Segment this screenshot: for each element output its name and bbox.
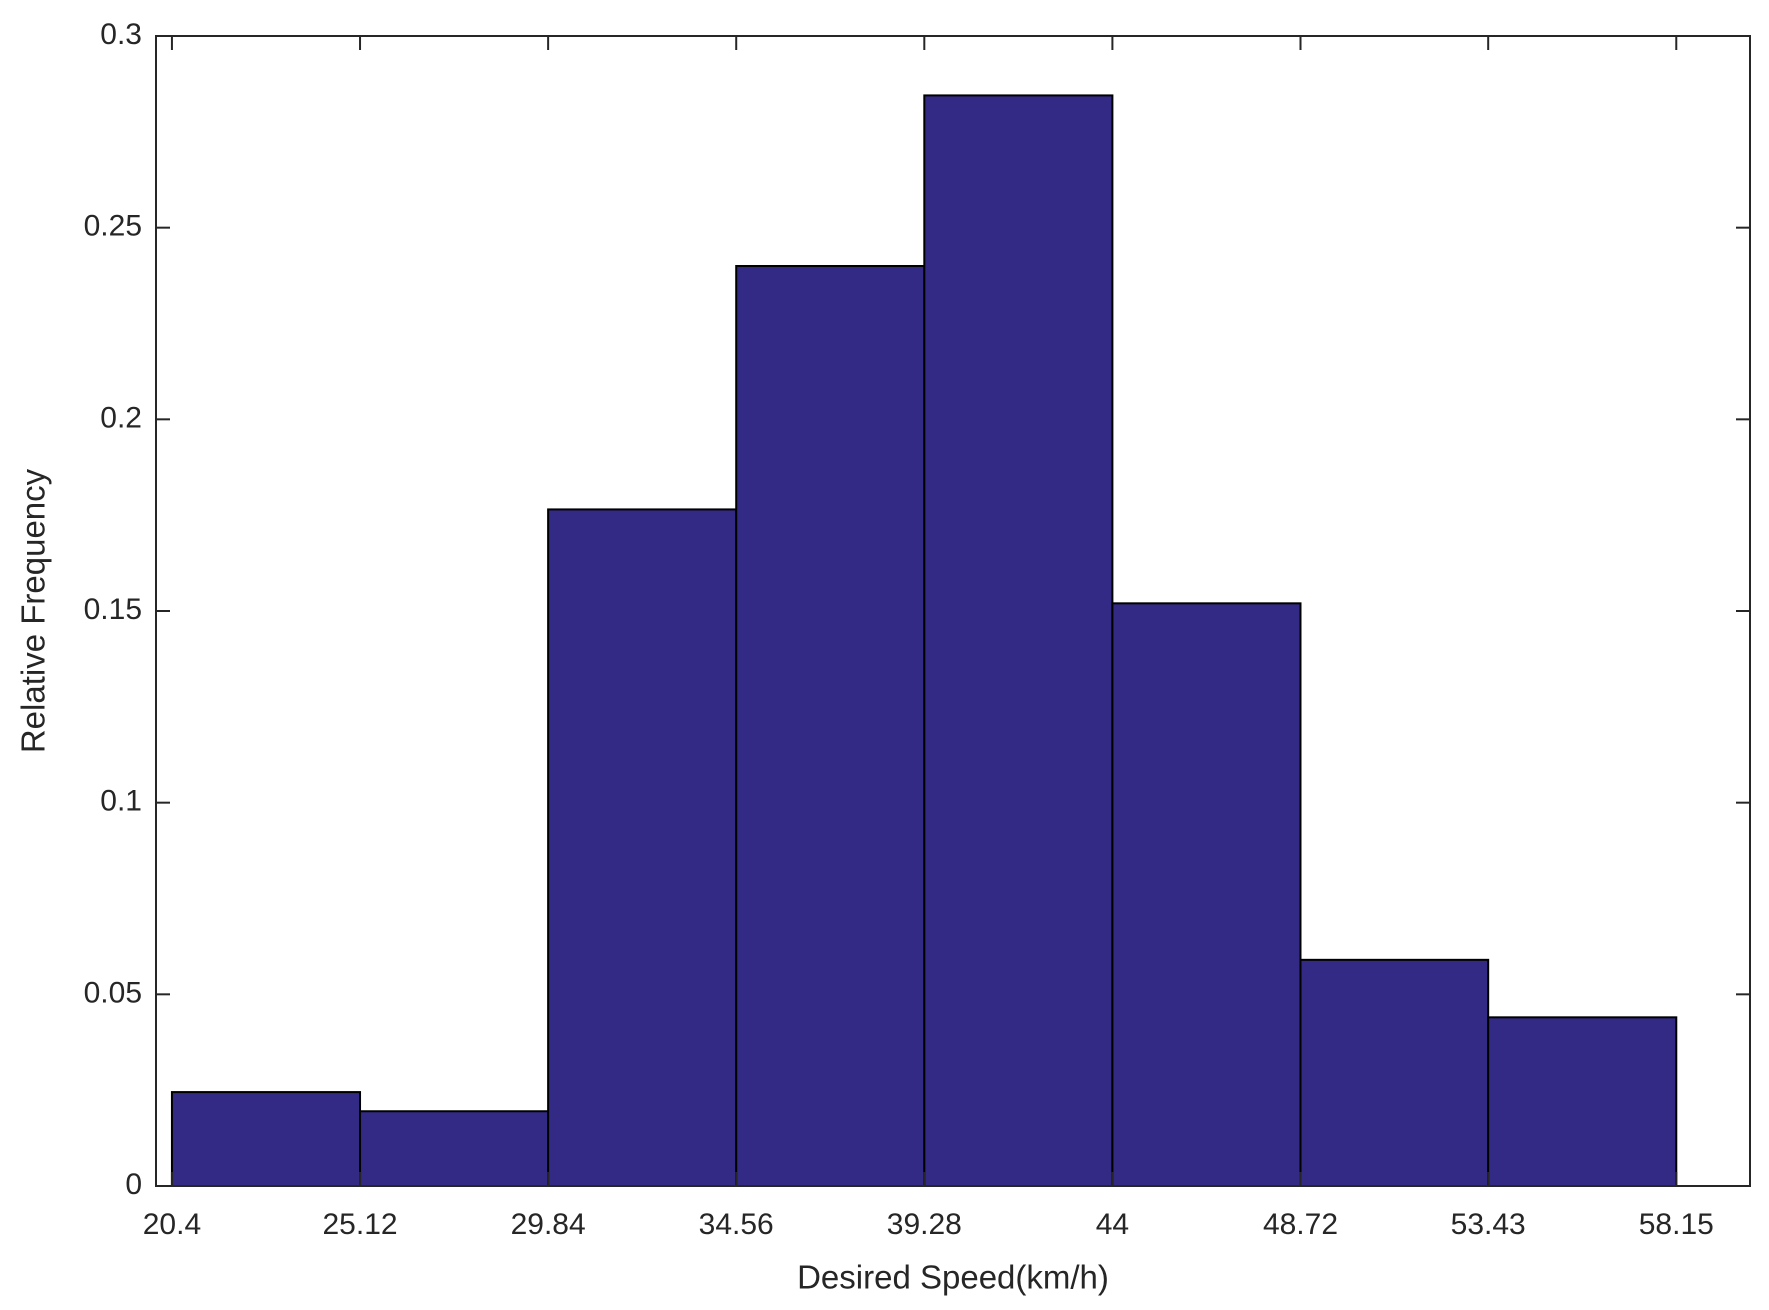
bar <box>547 508 738 1187</box>
y-tick-label: 0.15 <box>84 593 142 626</box>
y-tick-label: 0.25 <box>84 210 142 243</box>
x-tick-label: 25.12 <box>322 1208 397 1241</box>
y-tick-label: 0.05 <box>84 976 142 1009</box>
y-tick-label: 0 <box>125 1168 142 1201</box>
bar <box>1111 602 1302 1187</box>
y-axis-title: Relative Frequency <box>15 468 52 753</box>
bar <box>923 94 1114 1188</box>
x-tick-label: 39.28 <box>887 1208 962 1241</box>
x-tick-label: 29.84 <box>511 1208 586 1241</box>
bar <box>359 1110 550 1187</box>
y-tick-label: 0.1 <box>100 785 142 818</box>
x-tick-label: 48.72 <box>1263 1208 1338 1241</box>
bar <box>1487 1016 1678 1187</box>
x-tick-label: 44 <box>1096 1208 1129 1241</box>
bar <box>1299 958 1490 1187</box>
x-tick-label: 53.43 <box>1451 1208 1526 1241</box>
x-tick-label: 58.15 <box>1639 1208 1714 1241</box>
y-tick-label: 0.2 <box>100 401 142 434</box>
bar <box>735 265 926 1187</box>
y-tick-label: 0.3 <box>100 18 142 51</box>
x-tick-label: 34.56 <box>699 1208 774 1241</box>
x-axis-title: Desired Speed(km/h) <box>797 1259 1109 1296</box>
x-tick-label: 20.4 <box>143 1208 201 1241</box>
bar <box>170 1091 362 1188</box>
